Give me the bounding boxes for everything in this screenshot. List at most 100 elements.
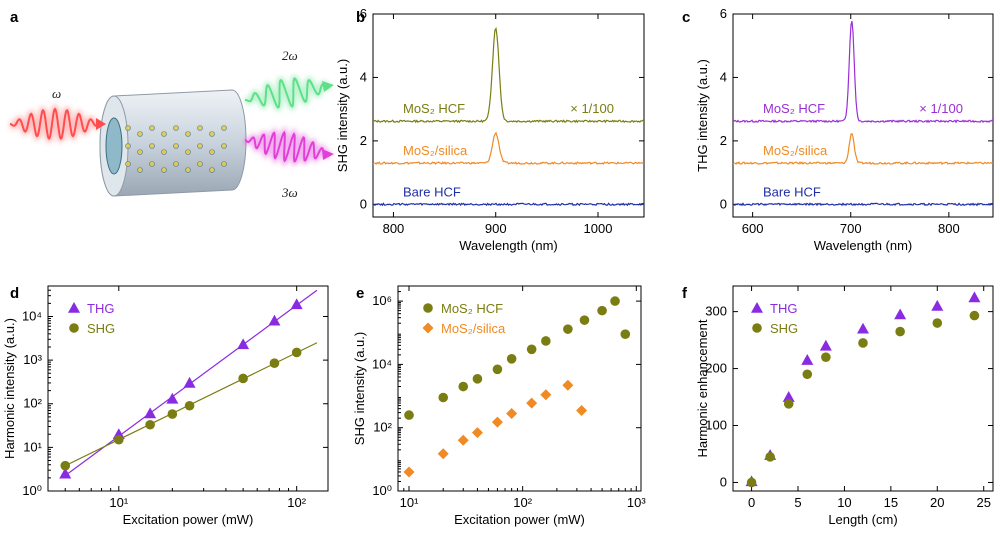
panel-d-frame xyxy=(47,285,329,492)
panel-e-xtick-label: 10² xyxy=(513,495,532,510)
panel-f-ytick-label: 0 xyxy=(720,474,727,489)
panel-d-ylabel: Harmonic intensity (a.u.) xyxy=(2,318,17,459)
panel-letter-c: c xyxy=(682,9,690,26)
panel-e-data-point xyxy=(491,416,503,428)
mos2-coating-pattern xyxy=(125,125,227,173)
panel-e-ytick-label: 10² xyxy=(373,420,392,435)
input-wave-glow xyxy=(9,103,101,144)
panel-d-data-point xyxy=(145,419,155,430)
panel-f-xlabel: Length (cm) xyxy=(828,512,897,527)
panel-b-ytick-label: 4 xyxy=(360,69,367,84)
panel-c-xlabel: Wavelength (nm) xyxy=(814,238,913,253)
panel-e-data-point xyxy=(472,374,483,384)
panel-f-data-point xyxy=(783,399,794,409)
panel-d-legend-marker xyxy=(68,302,80,313)
panel-d-legend-label: SHG xyxy=(87,321,115,336)
panel-e-data-point xyxy=(620,329,631,339)
panel-d-data-point xyxy=(183,376,196,388)
panel-e-data-point xyxy=(471,427,483,439)
panel-e-data-point xyxy=(492,364,503,375)
panel-e-data-point xyxy=(438,392,449,403)
panel-c-ytick-label: 0 xyxy=(720,196,727,211)
panel-e-data-point xyxy=(541,336,551,346)
panel-letter-e: e xyxy=(356,285,364,302)
panel-f-ylabel: Harmonic enhancement xyxy=(695,319,710,457)
panel-letter-a: a xyxy=(10,9,19,26)
panel-b-shg-spectra: 800 900 1000 0 2 4 6 Wavelength (nm) SHG intensi… xyxy=(335,6,645,253)
input-wave xyxy=(9,107,101,140)
panel-d-xtick-label: 10¹ xyxy=(109,495,128,510)
panel-f-data-point xyxy=(932,318,943,328)
panel-e-data-point xyxy=(506,408,518,420)
panel-letter-f: f xyxy=(682,285,688,302)
panel-e-data-point xyxy=(526,344,537,355)
panel-f-data-point xyxy=(931,299,944,311)
panel-f-data-point xyxy=(819,339,832,351)
panel-c-series-label: MoS₂/silica xyxy=(763,143,828,158)
panel-e-frame xyxy=(397,285,642,492)
panel-f-data-point xyxy=(782,391,795,402)
panel-b-series-line xyxy=(373,202,645,207)
panel-e-data-point xyxy=(610,296,620,306)
panel-d-ytick-label: 10³ xyxy=(23,352,42,367)
panel-e-data-point xyxy=(403,466,415,478)
thg-frequency-label: 3ω xyxy=(281,185,298,200)
panel-d-ytick-label: 10⁴ xyxy=(22,308,42,323)
panel-c-series-line xyxy=(732,21,994,124)
panel-e-legend-label: MoS₂ HCF xyxy=(441,301,503,316)
panel-e-data-point xyxy=(526,397,538,409)
panel-f-ytick-label: 100 xyxy=(705,418,727,433)
panel-c-scale-annotation: × 1/100 xyxy=(919,101,963,116)
panel-f-data-point xyxy=(895,326,905,337)
panel-f-data-point xyxy=(801,354,814,365)
panel-d-data-point xyxy=(167,409,178,419)
panel-d-data-point xyxy=(113,434,124,445)
panel-e-data-point xyxy=(404,410,414,420)
panel-d-data-point xyxy=(238,373,248,384)
panel-f-xtick-label: 5 xyxy=(794,495,801,510)
panel-d-data-point xyxy=(144,407,157,419)
shg-arrow-head-icon xyxy=(322,81,334,92)
panel-f-ytick-label: 300 xyxy=(705,304,727,319)
panel-letter-b: b xyxy=(356,9,365,26)
fiber-core xyxy=(105,117,123,175)
panel-f-data-point xyxy=(858,338,868,348)
panel-e-data-point xyxy=(458,381,469,392)
panel-f-xtick-label: 15 xyxy=(884,495,898,510)
panel-b-xlabel: Wavelength (nm) xyxy=(459,238,558,253)
panel-f-data-point xyxy=(969,310,980,321)
panel-c-xtick-label: 600 xyxy=(742,221,764,236)
fiber-schematic: ω 2ω 3ω xyxy=(9,48,334,200)
panel-f-xtick-label: 25 xyxy=(976,495,990,510)
panel-f-data-point xyxy=(765,452,775,462)
panel-e-data-point xyxy=(563,324,573,334)
panel-f-xtick-label: 0 xyxy=(748,495,755,510)
panel-c-series-line xyxy=(732,133,994,165)
panel-d-data-point xyxy=(290,298,303,310)
panel-f-frame xyxy=(732,285,994,492)
panel-b-frame xyxy=(372,13,645,218)
panel-e-ytick-label: 10⁶ xyxy=(372,293,392,308)
panel-b-ylabel: SHG intensity (a.u.) xyxy=(335,59,350,172)
panel-b-series-label: MoS₂/silica xyxy=(403,143,468,158)
panel-e-data-point xyxy=(437,448,449,460)
panel-f-legend-label: SHG xyxy=(770,321,798,336)
panel-f-data-point xyxy=(746,477,757,488)
panel-e-ytick-label: 10⁴ xyxy=(372,356,392,371)
panel-letter-d: d xyxy=(10,285,19,302)
panel-c-series-label: Bare HCF xyxy=(763,184,821,199)
panel-b-series-line xyxy=(372,131,645,165)
input-arrow-head-icon xyxy=(96,118,106,130)
panel-c-frame xyxy=(732,13,994,218)
panel-d-data-point xyxy=(166,392,179,404)
panel-e-shg-power: 10¹ 10² 10³ 10⁰ 10² 10⁴ 10⁶ Excitation power (m… xyxy=(352,285,646,527)
shg-frequency-label: 2ω xyxy=(282,48,298,63)
panel-e-data-point xyxy=(576,404,588,416)
panel-c-ylabel: THG intensity (a.u.) xyxy=(695,59,710,172)
panel-f-data-point xyxy=(894,308,907,320)
panel-f-legend-marker xyxy=(752,323,762,333)
panel-d-data-point xyxy=(237,338,250,350)
panel-e-xtick-label: 10³ xyxy=(627,495,646,510)
panel-f-data-point xyxy=(968,291,981,303)
